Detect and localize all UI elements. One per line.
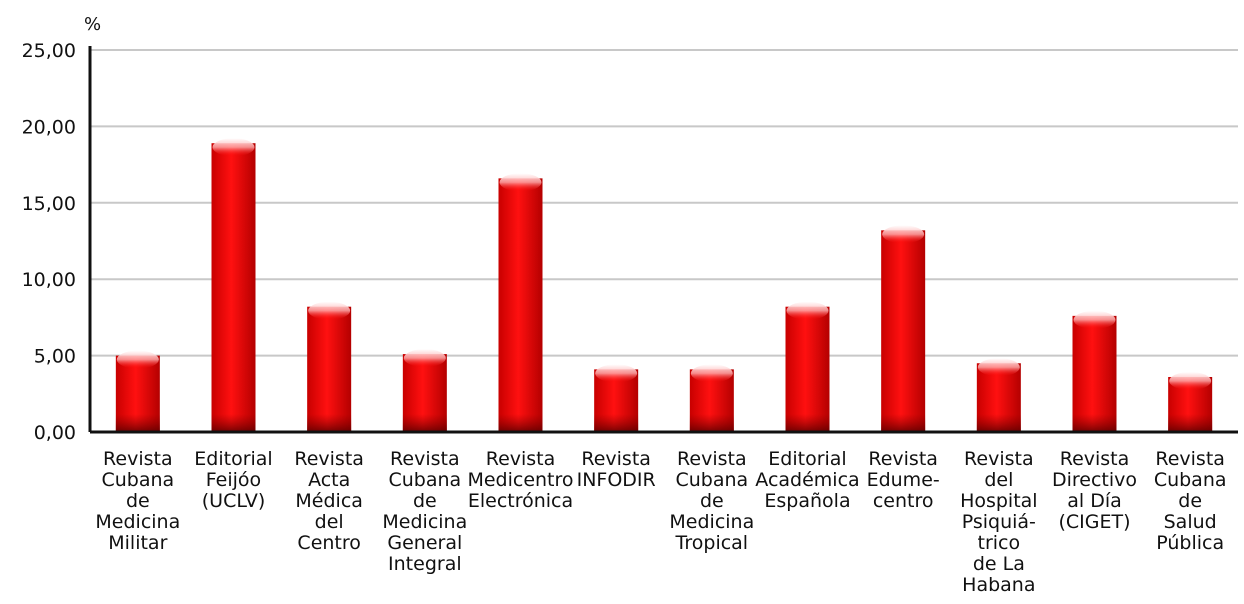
bar-base-shadow	[498, 414, 543, 432]
bar-highlight	[690, 364, 733, 383]
bar	[402, 349, 447, 432]
bar-base-shadow	[785, 414, 830, 432]
y-axis-unit-label: %	[84, 14, 101, 35]
bar-base-shadow	[881, 414, 926, 432]
bar	[881, 225, 926, 432]
bar	[594, 364, 639, 432]
y-tick-labels: 0,00 5,00 10,00 15,00 20,00 25,00	[22, 40, 76, 444]
bar	[211, 138, 256, 432]
x-category-label: Revista Cubana de Salud Pública	[1154, 448, 1227, 554]
bar-highlight	[308, 301, 351, 320]
bar	[498, 173, 543, 432]
x-category-label: Revista Cubana de Medicina Tropical	[669, 448, 754, 554]
bar-highlight	[595, 364, 638, 383]
bar-body	[881, 230, 926, 432]
y-tick-label: 20,00	[22, 116, 76, 138]
x-category-label: Revista del Hospital Psiquiá-trico de La Haba…	[960, 448, 1038, 596]
bar-base-shadow	[689, 414, 734, 432]
bar	[689, 364, 734, 432]
bar-highlight	[882, 225, 925, 244]
bar-highlight	[786, 301, 829, 320]
x-category-label: Editorial Feijóo (UCLV)	[194, 448, 272, 512]
bar-base-shadow	[402, 414, 447, 432]
bars	[115, 138, 1213, 432]
x-category-label: Revista Directivo al Día (CIGET)	[1052, 448, 1137, 533]
bar-base-shadow	[1168, 414, 1213, 432]
x-category-label: Revista Cubana de Medicina General Integral	[382, 448, 467, 575]
bar-highlight	[1073, 310, 1116, 329]
bar-base-shadow	[307, 414, 352, 432]
x-category-label: Revista Medicentro Electrónica	[467, 448, 573, 512]
y-tick-label: 0,00	[34, 422, 76, 444]
y-tick-label: 10,00	[22, 269, 76, 291]
bar-base-shadow	[211, 414, 256, 432]
x-category-label: Revista Edume-centro	[867, 448, 940, 512]
bar	[1168, 371, 1213, 432]
bar-highlight	[977, 358, 1020, 377]
bar	[976, 358, 1021, 432]
bar	[115, 350, 160, 432]
bar-body	[498, 178, 543, 432]
x-category-label: Editorial Académica Española	[755, 448, 859, 512]
y-tick-label: 25,00	[22, 40, 76, 62]
bar-highlight	[116, 350, 159, 369]
gridlines	[90, 49, 1238, 357]
bar-highlight	[499, 173, 542, 192]
axes	[88, 46, 1238, 434]
bar	[307, 301, 352, 432]
bar-body	[307, 306, 352, 432]
bar-highlight	[1169, 371, 1212, 390]
bar	[1072, 310, 1117, 432]
x-category-label: Revista Cubana de Medicina Militar	[95, 448, 180, 554]
bar	[785, 301, 830, 432]
y-tick-label: 5,00	[34, 346, 76, 368]
bar-body	[1072, 315, 1117, 432]
bar-base-shadow	[594, 414, 639, 432]
bar-body	[211, 143, 256, 432]
x-category-label: Revista Acta Médica del Centro	[294, 448, 364, 554]
bar-highlight	[403, 349, 446, 368]
bar-base-shadow	[115, 414, 160, 432]
bar-body	[785, 306, 830, 432]
bar-base-shadow	[1072, 414, 1117, 432]
x-category-label: Revista INFODIR	[577, 448, 656, 491]
bar-base-shadow	[976, 414, 1021, 432]
y-tick-label: 15,00	[22, 193, 76, 215]
bar-highlight	[212, 138, 255, 157]
